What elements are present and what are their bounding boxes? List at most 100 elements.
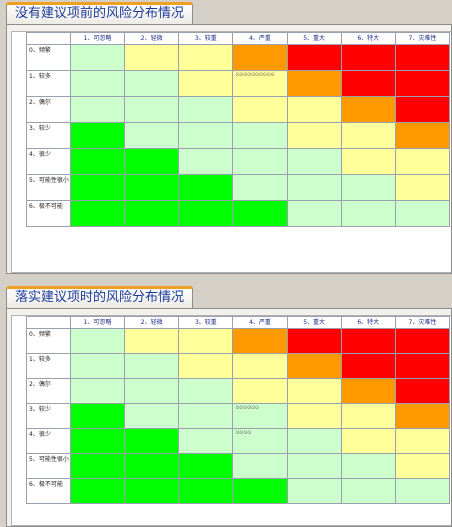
risk-cell[interactable] (394, 122, 451, 149)
risk-cell[interactable] (178, 122, 234, 149)
risk-cell[interactable] (340, 403, 396, 429)
risk-cell[interactable] (178, 453, 234, 479)
risk-cell[interactable] (232, 148, 288, 175)
risk-cell[interactable] (286, 70, 342, 97)
risk-cell[interactable] (124, 353, 180, 379)
risk-cell[interactable] (124, 403, 180, 429)
risk-cell[interactable] (178, 353, 234, 379)
risk-cell[interactable] (232, 44, 288, 71)
risk-cell[interactable] (69, 44, 126, 71)
risk-cell[interactable] (286, 453, 342, 479)
risk-cell[interactable] (394, 478, 451, 504)
risk-cell[interactable] (69, 428, 126, 454)
risk-cell[interactable] (340, 453, 396, 479)
risk-cell[interactable] (286, 328, 342, 354)
risk-cell[interactable] (69, 353, 126, 379)
risk-cell[interactable] (394, 174, 451, 201)
risk-cell[interactable] (69, 403, 126, 429)
risk-cell[interactable] (340, 148, 396, 175)
risk-cell[interactable] (286, 174, 342, 201)
risk-cell[interactable] (232, 453, 288, 479)
risk-cell[interactable] (340, 96, 396, 123)
risk-cell[interactable] (178, 96, 234, 123)
risk-cell[interactable] (69, 378, 126, 404)
risk-cell[interactable] (232, 378, 288, 404)
risk-cell[interactable] (124, 328, 180, 354)
risk-cell[interactable] (340, 378, 396, 404)
risk-cell[interactable] (394, 403, 451, 429)
tab-before[interactable]: 没有建议项前的风险分布情况 (6, 2, 194, 25)
risk-cell[interactable] (69, 70, 126, 97)
risk-cell[interactable] (178, 378, 234, 404)
risk-cell[interactable] (286, 200, 342, 227)
risk-cell[interactable] (69, 200, 126, 227)
risk-cell[interactable] (340, 70, 396, 97)
risk-cell[interactable] (232, 478, 288, 504)
risk-cell[interactable] (394, 353, 451, 379)
risk-cell[interactable] (69, 96, 126, 123)
risk-cell[interactable] (394, 96, 451, 123)
risk-cell[interactable] (69, 174, 126, 201)
risk-cell[interactable] (178, 428, 234, 454)
risk-cell[interactable] (394, 378, 451, 404)
risk-cell[interactable] (124, 453, 180, 479)
risk-cell[interactable] (124, 122, 180, 149)
tab-after[interactable]: 落实建议项时的风险分布情况 (6, 286, 194, 309)
risk-cell[interactable] (69, 148, 126, 175)
risk-cell[interactable] (232, 328, 288, 354)
risk-cell[interactable] (69, 453, 126, 479)
risk-cell[interactable] (340, 478, 396, 504)
risk-cell[interactable] (232, 200, 288, 227)
risk-cell[interactable] (286, 96, 342, 123)
risk-cell[interactable] (394, 148, 451, 175)
risk-cell[interactable] (69, 122, 126, 149)
risk-cell[interactable] (124, 378, 180, 404)
risk-cell[interactable] (286, 403, 342, 429)
risk-cell[interactable] (178, 44, 234, 71)
risk-cell[interactable] (124, 70, 180, 97)
risk-cell[interactable] (394, 200, 451, 227)
risk-cell[interactable] (178, 478, 234, 504)
risk-cell[interactable] (232, 174, 288, 201)
risk-cell[interactable] (286, 353, 342, 379)
risk-cell[interactable] (178, 174, 234, 201)
risk-cell[interactable] (394, 453, 451, 479)
risk-cell[interactable] (232, 353, 288, 379)
risk-cell[interactable] (286, 122, 342, 149)
risk-cell[interactable] (69, 478, 126, 504)
risk-cell[interactable] (69, 328, 126, 354)
risk-cell[interactable] (124, 96, 180, 123)
risk-cell[interactable] (124, 478, 180, 504)
risk-cell[interactable] (178, 200, 234, 227)
risk-cell[interactable] (124, 148, 180, 175)
risk-cell[interactable] (178, 70, 234, 97)
risk-cell[interactable]: ⊙⊙⊙⊙⊙⊙⊙⊙⊙⊙ (232, 70, 288, 97)
risk-cell[interactable] (232, 96, 288, 123)
risk-cell[interactable] (124, 174, 180, 201)
risk-cell[interactable] (232, 122, 288, 149)
risk-cell[interactable] (394, 44, 451, 71)
risk-cell[interactable] (340, 428, 396, 454)
risk-cell[interactable] (124, 44, 180, 71)
risk-cell[interactable] (394, 428, 451, 454)
risk-cell[interactable] (124, 200, 180, 227)
risk-cell[interactable]: ⊙⊙⊙⊙ (232, 428, 288, 454)
risk-cell[interactable] (286, 428, 342, 454)
risk-cell[interactable] (394, 328, 451, 354)
risk-cell[interactable] (178, 403, 234, 429)
risk-cell[interactable] (340, 122, 396, 149)
risk-cell[interactable] (394, 70, 451, 97)
risk-cell[interactable] (340, 328, 396, 354)
risk-cell[interactable]: ⊙⊙⊙⊙⊙⊙ (232, 403, 288, 429)
risk-cell[interactable] (286, 44, 342, 71)
risk-cell[interactable] (340, 44, 396, 71)
risk-cell[interactable] (286, 378, 342, 404)
risk-cell[interactable] (178, 328, 234, 354)
risk-cell[interactable] (340, 353, 396, 379)
risk-cell[interactable] (286, 478, 342, 504)
risk-cell[interactable] (340, 200, 396, 227)
risk-cell[interactable] (340, 174, 396, 201)
risk-cell[interactable] (124, 428, 180, 454)
risk-cell[interactable] (178, 148, 234, 175)
risk-cell[interactable] (286, 148, 342, 175)
